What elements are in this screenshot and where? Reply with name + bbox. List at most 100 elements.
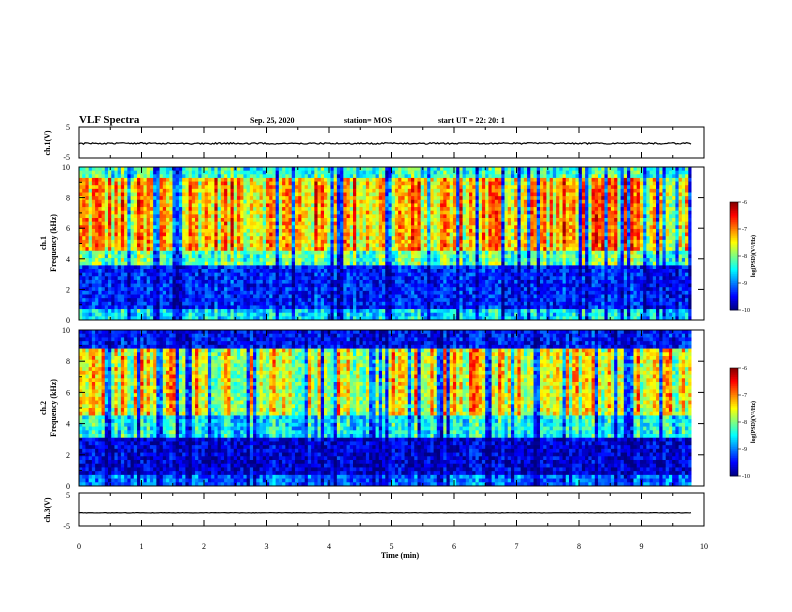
spectrogram-cell: [95, 177, 99, 182]
spectrogram-cell: [375, 301, 380, 306]
spectrogram-cell: [398, 279, 402, 284]
spectrogram-cell: [333, 301, 338, 306]
spectrogram-cell: [417, 269, 422, 273]
spectrogram-cell: [133, 196, 138, 201]
spectrogram-cell: [443, 309, 447, 314]
spectrogram-cell: [220, 167, 225, 171]
spectrogram-cell: [459, 196, 463, 201]
spectrogram-cell: [307, 170, 312, 175]
spectrogram-cell: [172, 167, 177, 171]
spectrogram-cell: [220, 316, 225, 321]
spectrogram-cell: [388, 258, 393, 263]
spectrogram-cell: [378, 218, 383, 222]
spectrogram-cell: [459, 174, 463, 179]
spectrogram-cell: [162, 188, 167, 193]
spectrogram-cell: [146, 290, 151, 295]
spectrogram-cell: [143, 298, 148, 303]
spectrogram-cell: [224, 232, 228, 237]
spectrogram-cell: [127, 254, 131, 259]
spectrogram-cell: [111, 250, 115, 255]
spectrogram-cell: [436, 298, 441, 303]
spectrogram-cell: [340, 177, 344, 182]
spectrogram-cell: [114, 287, 119, 292]
spectrogram-cell: [391, 228, 396, 233]
spectrogram-cell: [417, 254, 422, 259]
spectrogram-cell: [95, 207, 99, 212]
spectrogram-cell: [79, 276, 83, 281]
spectrogram-cell: [198, 177, 202, 182]
spectrogram-cell: [156, 228, 160, 233]
spectrogram-cell: [162, 203, 167, 208]
spectrogram-cell: [149, 225, 154, 230]
spectrogram-cell: [449, 254, 454, 259]
spectrogram-cell: [375, 283, 380, 288]
spectrogram-cell: [85, 250, 90, 255]
spectrogram-cell: [459, 207, 463, 212]
spectrogram-cell: [124, 188, 128, 193]
spectrogram-cell: [82, 218, 86, 222]
spectrogram-cell: [185, 207, 189, 212]
spectrogram-cell: [79, 272, 83, 277]
spectrogram-cell: [353, 309, 357, 314]
spectrogram-cell: [394, 177, 399, 182]
spectrogram-cell: [320, 276, 325, 281]
spectrogram-cell: [217, 210, 222, 215]
spectrogram-cell: [423, 279, 428, 284]
spectrogram-cell: [108, 298, 112, 303]
spectrogram-cell: [198, 316, 202, 321]
spectrogram-cell: [304, 174, 309, 179]
spectrogram-cell: [459, 181, 463, 186]
spectrogram-cell: [265, 243, 270, 248]
spectrogram-cell: [436, 203, 441, 208]
spectrogram-cell: [294, 170, 299, 175]
spectrogram-cell: [404, 290, 409, 295]
spectrogram-cell: [449, 207, 454, 212]
spectrogram-cell: [327, 265, 331, 270]
spectrogram-cell: [362, 196, 367, 201]
spectrogram-cell: [217, 192, 222, 197]
spectrogram-cell: [388, 305, 393, 310]
spectrogram-cell: [456, 207, 460, 212]
spectrogram-cell: [127, 279, 131, 284]
spectrogram-cell: [272, 254, 276, 259]
spectrogram-cell: [166, 239, 170, 244]
spectrogram-cell: [233, 272, 238, 277]
spectrogram-cell: [317, 250, 322, 255]
spectrogram-cell: [320, 167, 325, 171]
spectrogram-cell: [375, 254, 380, 259]
spectrogram-cell: [430, 214, 434, 219]
spectrogram-cell: [98, 196, 102, 201]
spectrogram-cell: [191, 199, 196, 204]
spectrogram-cell: [146, 294, 151, 299]
spectrogram-cell: [301, 290, 305, 295]
spectrogram-cell: [214, 283, 218, 288]
spectrogram-cell: [294, 250, 299, 255]
spectrogram-cell: [124, 218, 128, 222]
spectrogram-cell: [388, 276, 393, 281]
spectrogram-cell: [452, 192, 457, 197]
spectrogram-cell: [256, 287, 260, 292]
spectrogram-cell: [275, 228, 280, 233]
spectrogram-cell: [301, 265, 305, 270]
spectrogram-cell: [101, 243, 106, 248]
spectrogram-cell: [449, 283, 454, 288]
spectrogram-cell: [275, 269, 280, 273]
spectrogram-cell: [298, 192, 302, 197]
spectrogram-cell: [311, 254, 315, 259]
spectrogram-cell: [101, 254, 106, 259]
spectrogram-cell: [153, 185, 157, 190]
spectrogram-cell: [172, 243, 177, 248]
spectrogram-cell: [130, 243, 135, 248]
spectrogram-cell: [243, 283, 247, 288]
spectrogram-cell: [91, 167, 96, 171]
spectrogram-cell: [333, 298, 338, 303]
spectrogram-cell: [285, 232, 289, 237]
spectrogram-cell: [449, 232, 454, 237]
spectrogram-cell: [324, 167, 328, 171]
spectrogram-cell: [253, 287, 257, 292]
spectrogram-cell: [185, 272, 189, 277]
spectrogram-cell: [333, 188, 338, 193]
spectrogram-cell: [430, 192, 434, 197]
spectrogram-cell: [411, 250, 415, 255]
spectrogram-cell: [459, 243, 463, 248]
